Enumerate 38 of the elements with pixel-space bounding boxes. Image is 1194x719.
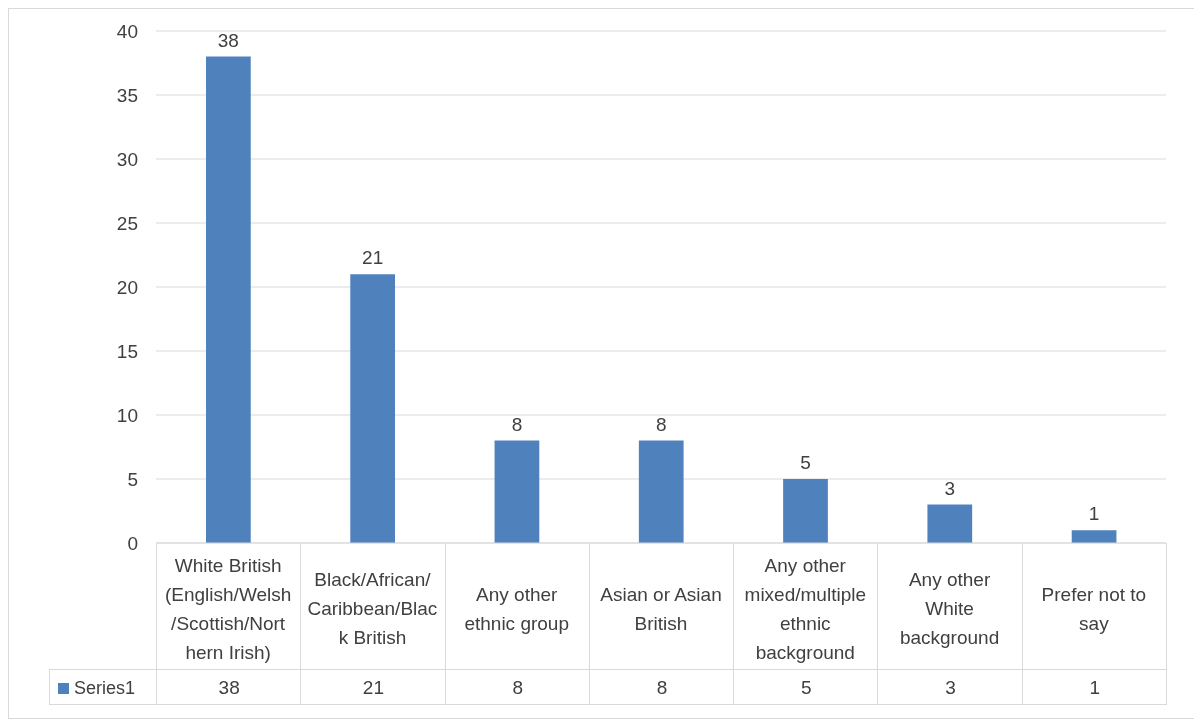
x-tick-label: Prefer not to say	[1041, 583, 1147, 634]
text: 21	[362, 247, 384, 269]
x-tick-label: Any other ethnic group	[464, 583, 569, 634]
data-label: 8	[511, 676, 524, 700]
bar	[1071, 530, 1117, 543]
bar	[350, 274, 396, 543]
text: 38	[217, 29, 239, 51]
x-tick-label: White British (English/Welsh/Scottish/Northern Irish)	[164, 554, 292, 663]
data-label: 38	[217, 676, 241, 700]
x-tick-label: Any other White background	[899, 569, 1000, 649]
data-label: 1	[1088, 676, 1102, 700]
y-tick-label: 15	[116, 340, 138, 362]
text: 5	[800, 452, 811, 473]
x-tick-label: Black/African/Caribbean/Black British	[307, 569, 438, 649]
y-tick-label: 10	[116, 404, 138, 426]
data-label: 5	[800, 676, 813, 700]
y-tick-label: 25	[116, 212, 138, 234]
legend-label: Series1	[73, 676, 136, 700]
x-tick-label: Any other mixed/multiple ethnic background	[744, 554, 866, 663]
bar	[783, 479, 828, 543]
bar	[494, 440, 540, 543]
bar	[206, 56, 251, 543]
text: 8	[655, 413, 667, 435]
text: 3	[944, 477, 956, 499]
bar	[927, 504, 973, 543]
text: 8	[511, 413, 523, 435]
bar	[638, 440, 684, 543]
data-label: 3	[944, 676, 957, 700]
data-label: 8	[655, 676, 669, 700]
y-tick-label: 30	[116, 148, 138, 170]
y-tick-label: 20	[116, 276, 138, 298]
x-tick-label: Asian or Asian British	[600, 583, 722, 634]
text: 1	[1088, 503, 1100, 525]
data-label: 21	[361, 676, 385, 700]
y-tick-label: 35	[116, 84, 138, 106]
y-tick-label: 5	[127, 468, 138, 490]
y-tick-label: 0	[127, 532, 138, 554]
y-tick-label: 40	[116, 20, 138, 42]
